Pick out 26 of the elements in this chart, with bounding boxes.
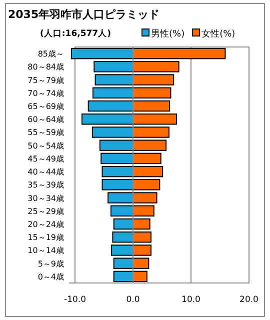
y-tick-label: 55～59歳	[28, 128, 64, 138]
y-tick-label: 15～19歳	[28, 233, 64, 242]
x-tick-label: 20.0	[240, 295, 258, 305]
y-tick-label: 0～4歳	[38, 272, 64, 282]
legend-label: 男性(%)	[151, 28, 185, 40]
chart-subtitle: (人口:16,577人)	[40, 28, 112, 39]
y-tick-label: 20～24歳	[28, 220, 64, 229]
y-tick-label: 30～34歳	[28, 194, 64, 203]
y-tick-label: 10～14歳	[28, 246, 64, 256]
y-tick-label: 35～39歳	[28, 180, 64, 190]
y-tick-label: 60～64歳	[28, 115, 64, 124]
x-tick-label: 0.0	[126, 295, 140, 305]
y-tick-label: 75～79歳	[28, 76, 64, 85]
x-tick-label: 10.0	[182, 295, 200, 305]
x-tick-label: -10.0	[64, 295, 86, 305]
y-tick-label: 45～49歳	[28, 154, 64, 164]
y-tick-label: 70～74歳	[28, 88, 64, 98]
y-tick-label: 85歳～	[38, 50, 64, 59]
y-tick-label: 40～44歳	[28, 168, 64, 177]
legend-label: 女性(%)	[202, 28, 236, 40]
y-tick-label: 5～9歳	[38, 259, 64, 268]
y-tick-label: 65～69歳	[28, 102, 64, 111]
chart-title: 2035年羽咋市人口ピラミッド	[8, 8, 160, 21]
y-tick-label: 50～54歳	[28, 141, 64, 150]
y-tick-label: 80～84歳	[28, 62, 64, 72]
y-tick-label: 25～29歳	[28, 206, 64, 216]
